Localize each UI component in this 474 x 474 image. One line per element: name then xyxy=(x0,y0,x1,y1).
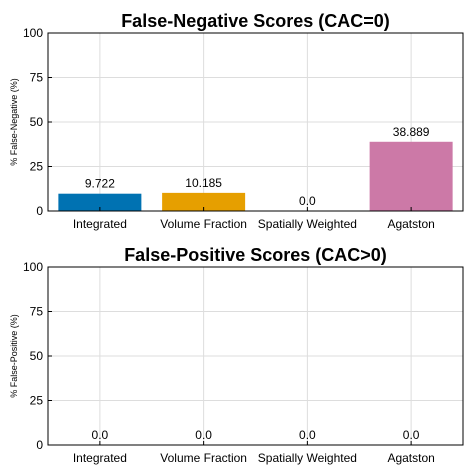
y-tick-label: 75 xyxy=(30,305,44,319)
x-category-label: Volume Fraction xyxy=(160,451,247,465)
chart-title: False-Negative Scores (CAC=0) xyxy=(121,11,390,31)
x-category-label: Spatially Weighted xyxy=(258,451,357,465)
x-category-label: Agatston xyxy=(387,451,434,465)
chart-panel-1: False-Negative Scores (CAC=0) 9.722 10.185… xyxy=(9,11,464,231)
y-tick-label: 50 xyxy=(30,349,44,363)
y-axis-label: % False-Positive (%) xyxy=(9,314,19,398)
y-tick-label: 25 xyxy=(30,160,44,174)
bar-integrated xyxy=(58,193,142,211)
data-label: 0.0 xyxy=(92,428,109,442)
data-label: 38.889 xyxy=(393,125,430,139)
x-category-label: Integrated xyxy=(73,217,127,231)
x-category-label: Spatially Weighted xyxy=(258,217,357,231)
x-category-label: Integrated xyxy=(73,451,127,465)
y-tick-label: 100 xyxy=(23,26,43,40)
y-tick-label: 25 xyxy=(30,394,44,408)
data-label: 9.722 xyxy=(85,177,115,191)
x-category-label: Volume Fraction xyxy=(160,217,247,231)
y-tick-label: 0 xyxy=(36,438,43,452)
y-tick-label: 50 xyxy=(30,115,44,129)
bar-agatston xyxy=(369,141,453,211)
data-label: 0.0 xyxy=(299,428,316,442)
data-label: 0.0 xyxy=(403,428,420,442)
bar-volume-fraction xyxy=(162,192,246,211)
data-label: 0.0 xyxy=(195,428,212,442)
data-label: 10.185 xyxy=(185,176,222,190)
y-tick-label: 75 xyxy=(30,71,44,85)
data-label: 0.0 xyxy=(299,194,316,208)
y-tick-label: 0 xyxy=(36,204,43,218)
chart-panel-2: False-Positive Scores (CAC>0) 0.0 0.0 0.0 0.… xyxy=(9,245,464,465)
y-axis-label: % False-Negative (%) xyxy=(9,78,19,166)
y-tick-label: 100 xyxy=(23,260,43,274)
x-category-label: Agatston xyxy=(387,217,434,231)
chart-title: False-Positive Scores (CAC>0) xyxy=(124,245,387,265)
